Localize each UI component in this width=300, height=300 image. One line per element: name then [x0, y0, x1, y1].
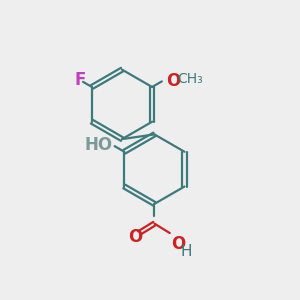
Text: O: O	[128, 228, 142, 246]
Text: O: O	[171, 236, 185, 253]
Text: F: F	[74, 71, 86, 89]
Text: CH₃: CH₃	[177, 72, 203, 86]
Text: H: H	[181, 244, 192, 259]
Text: O: O	[166, 72, 180, 90]
Text: HO: HO	[84, 136, 112, 154]
